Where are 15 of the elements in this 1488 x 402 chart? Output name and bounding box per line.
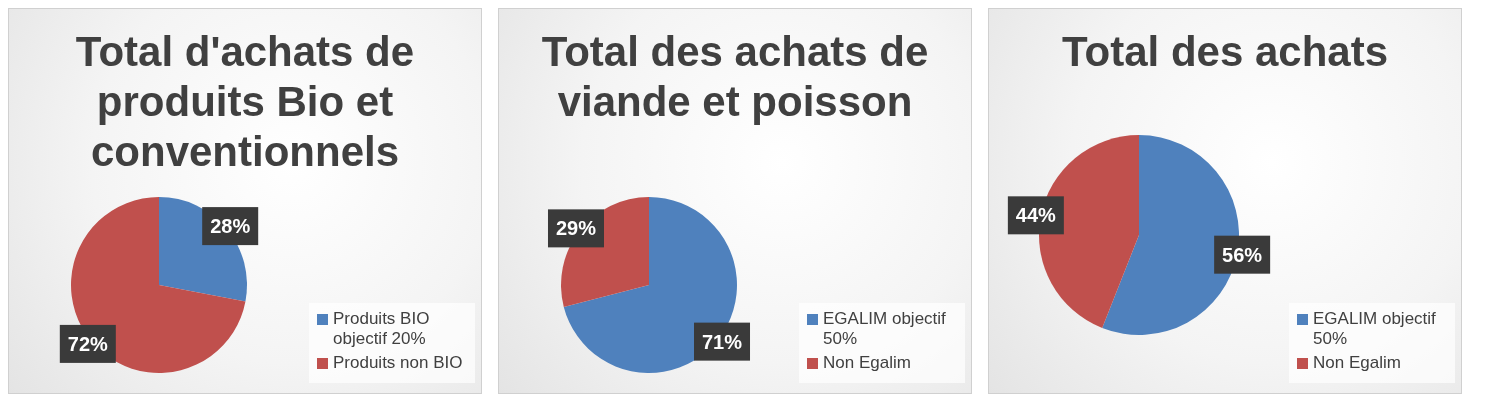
data-label: 72% (67, 332, 109, 355)
legend-label: Produits non BIO (333, 353, 463, 373)
legend-label: EGALIM objectif 50% (823, 309, 947, 349)
chart-title: Total des achats de viande et poisson (540, 27, 930, 127)
chart-title: Total d'achats de produits Bio et conventionnels (74, 27, 416, 177)
data-label: 29% (555, 217, 597, 240)
legend-label: Non Egalim (1313, 353, 1401, 373)
data-label: 28% (210, 215, 251, 238)
data-label: 71% (701, 330, 743, 353)
data-label: 56% (1222, 243, 1263, 266)
data-label: 44% (1015, 204, 1057, 227)
legend-label: Non Egalim (823, 353, 911, 373)
legend-label: EGALIM objectif 50% (1313, 309, 1437, 349)
chart-title: Total des achats (1061, 27, 1389, 77)
legend-label: Produits BIO objectif 20% (333, 309, 431, 349)
